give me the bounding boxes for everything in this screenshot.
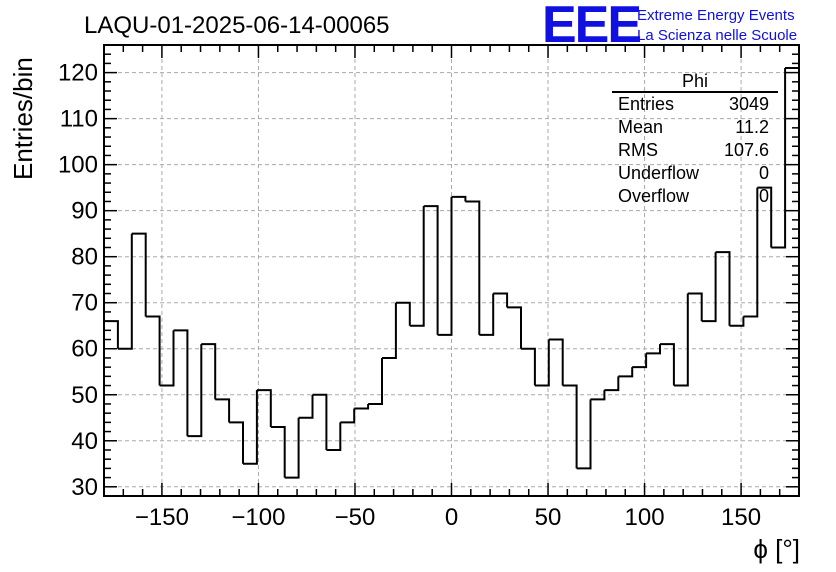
histogram-bin-45 [729,316,745,327]
axis-ticks [103,44,800,497]
histogram-bin-34 [576,399,592,470]
histogram-bin-33 [562,384,578,469]
histogram-bin-41 [673,293,689,387]
histogram-bin-11 [256,389,272,427]
histogram-bin-36 [604,376,620,392]
chart-title: LAQU-01-2025-06-14-00065 [84,12,390,39]
brand-line-2: La Scienza nelle Scuole [637,27,797,44]
x-tick-label: −50 [335,504,376,531]
histogram-bin-23 [423,205,439,335]
x-tick-label: 150 [721,504,761,531]
histogram-bin-20 [382,302,397,359]
histogram-bin-37 [618,367,634,378]
stats-label: Entries [618,94,674,114]
histogram-bin-1 [117,233,133,350]
x-tick-label: 50 [535,504,562,531]
histogram-bin-14 [298,394,314,419]
histogram-bin-48 [771,68,787,249]
histogram-bin-7 [201,343,217,400]
histogram-series [104,67,799,479]
histogram-bin-15 [312,393,328,450]
y-tick-label: 30 [71,474,98,501]
x-tick-label: −150 [135,504,189,531]
y-tick-label: 120 [58,60,98,87]
histogram-bin-8 [215,398,231,423]
stats-value: 11.2 [735,117,769,137]
stats-value: 0 [759,163,769,183]
histogram-bin-16 [326,422,342,451]
histogram-bin-30 [521,347,536,386]
eee-logo: EEE [542,0,640,54]
histogram-bin-42 [687,292,703,322]
stats-label: RMS [618,140,658,160]
histogram-bin-26 [465,200,481,335]
y-tick-label: 50 [71,382,98,409]
y-tick-label: 40 [71,428,98,455]
histogram-bin-25 [451,195,467,202]
stats-label: Mean [618,117,663,137]
histogram-bin-29 [507,306,522,349]
histogram-bin-35 [590,390,606,401]
x-axis-title: ϕ [°] [753,534,800,564]
x-tick-label: −100 [231,504,285,531]
stats-label: Overflow [618,186,690,206]
histogram-bin-9 [229,421,244,464]
x-tick-labels: −150 −100 −50 0 50 100 150 [135,504,761,531]
x-tick-label: 100 [625,504,665,531]
x-tick-label: 0 [445,504,458,531]
histogram-bin-32 [548,338,564,386]
y-tick-label: 60 [71,336,98,363]
histogram-bin-40 [660,343,675,386]
y-tick-label: 80 [71,244,98,271]
histogram-bin-4 [159,330,175,387]
histogram-bin-22 [409,206,425,327]
histogram-bin-43 [701,252,717,323]
stats-value: 107.6 [724,140,769,160]
histogram-bin-46 [743,187,759,318]
histogram-bin-28 [493,292,509,308]
histogram-bin-0 [104,320,119,349]
stats-value: 3049 [729,94,769,114]
histogram-bin-44 [715,251,731,326]
histogram-bin-12 [270,425,286,478]
stats-name: Phi [682,71,708,91]
stats-label: Underflow [618,163,700,183]
histogram-bin-2 [131,232,147,317]
y-tick-label: 70 [71,290,98,317]
y-tick-labels: 30 40 50 60 70 80 90 100 110 120 [58,60,98,501]
histogram-bin-38 [632,353,648,369]
stats-rows: Entries 3049 Mean 11.2 RMS 107.6 Underflow 0 Ove… [618,94,769,206]
brand-block: EEE Extreme Energy Events La Scienza nel… [542,0,797,54]
y-tick-label: 90 [71,198,98,225]
histogram-bin-3 [145,315,161,386]
y-axis-title: Entries/bin [8,57,38,180]
histogram-bin-5 [173,329,189,437]
brand-line-1: Extreme Energy Events [637,7,795,24]
histogram-bin-6 [187,344,203,438]
histogram-bin-39 [646,344,661,355]
histogram-bin-31 [534,339,550,387]
histogram-bin-10 [243,390,258,465]
histogram-bin-18 [354,403,370,410]
histogram-bin-47 [757,186,773,248]
histogram-bin-21 [395,301,411,326]
histogram-bin-24 [437,196,453,336]
histogram-bin-13 [284,417,300,479]
stats-box: Phi Entries 3049 Mean 11.2 RMS 107.6 Underflow… [612,71,778,206]
stats-value: 0 [759,186,769,206]
histogram-bin-19 [368,357,383,405]
histogram-bin-27 [479,293,495,336]
y-tick-label: 100 [58,152,98,179]
histogram-bin-17 [340,408,356,424]
y-tick-label: 110 [60,106,98,133]
